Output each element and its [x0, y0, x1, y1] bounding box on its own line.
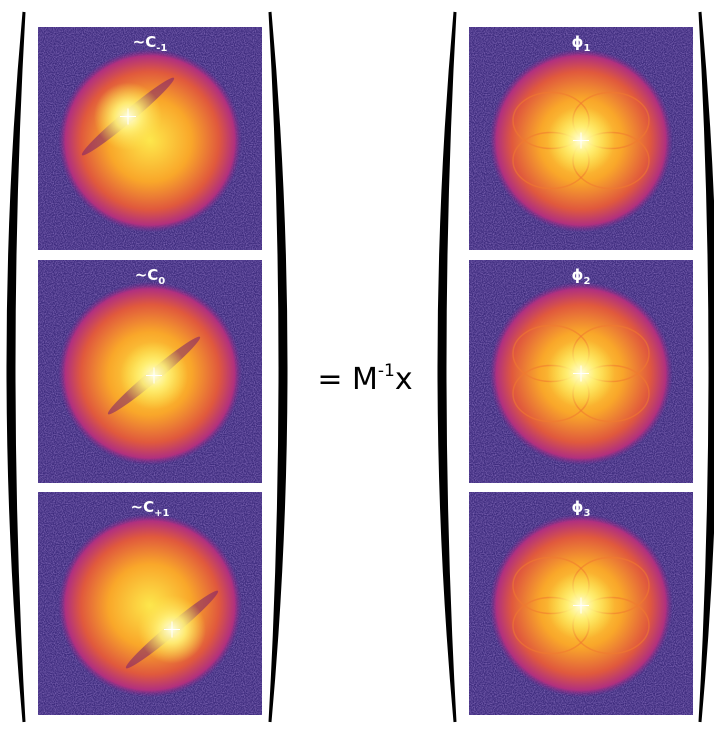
- panel-label-sub: 3: [583, 508, 590, 519]
- panel-label-sub: +1: [154, 508, 169, 519]
- equation: = M-1x: [317, 361, 412, 397]
- equation-suffix: x: [395, 362, 413, 397]
- panel: ϕ3: [469, 492, 693, 715]
- panel-label-sub: 0: [158, 276, 165, 287]
- paren-right-close: [700, 12, 714, 722]
- paren-right-open: [439, 12, 455, 722]
- panel: ϕ2: [469, 260, 693, 483]
- panel-label-sub: 2: [583, 276, 590, 287]
- panel-label-main: ~C: [133, 33, 157, 51]
- panel-label-main: ϕ: [572, 33, 584, 51]
- panel-label-main: ϕ: [572, 498, 584, 516]
- panel-label-main: ~C: [135, 266, 159, 284]
- equation-prefix: = M: [317, 362, 378, 397]
- panel: ϕ1: [469, 27, 693, 250]
- panel: ~C-1: [38, 27, 262, 250]
- panel: ~C0: [38, 260, 262, 483]
- panel-label-main: ϕ: [572, 266, 584, 284]
- paren-left-close: [270, 12, 286, 722]
- figure: = M-1x ~C-1~C0~C+1ϕ1ϕ2ϕ3: [0, 0, 714, 734]
- panel-label-sub: -1: [156, 43, 167, 54]
- equation-sup: -1: [378, 361, 395, 381]
- paren-left-open: [8, 12, 24, 722]
- panel-label-main: ~C: [131, 498, 155, 516]
- panel-label-sub: 1: [583, 43, 590, 54]
- panel: ~C+1: [38, 492, 262, 715]
